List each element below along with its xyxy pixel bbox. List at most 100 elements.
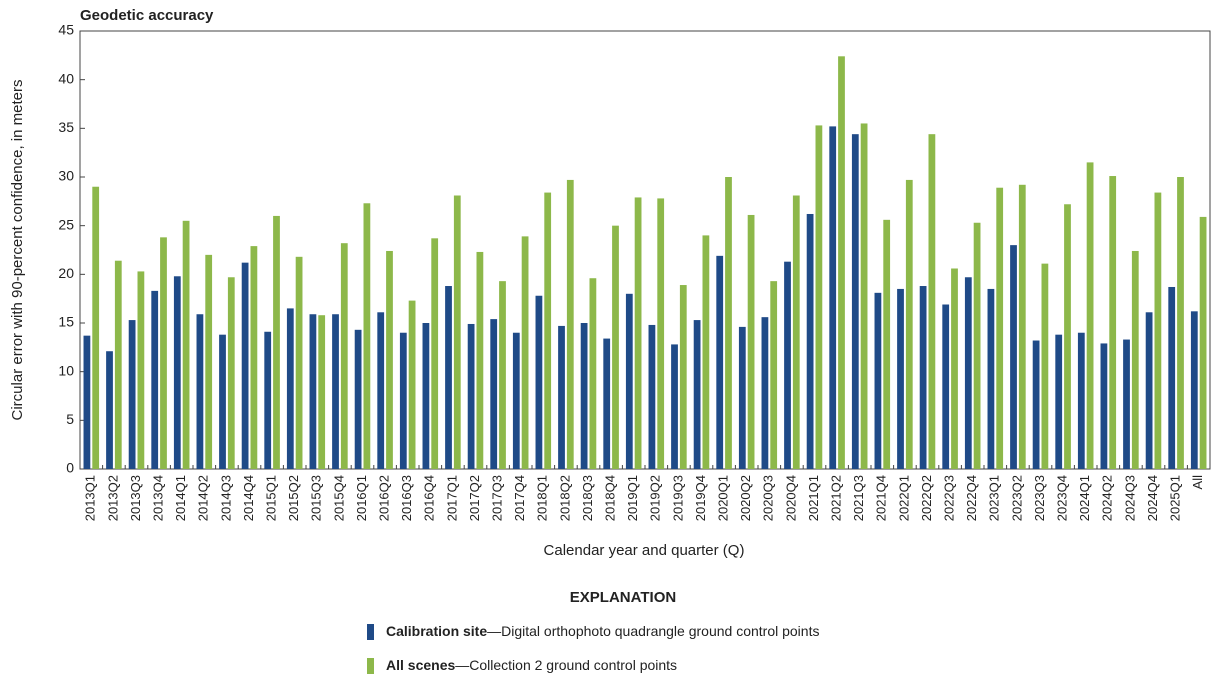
bar <box>114 260 122 469</box>
x-tick-label: 2016Q3 <box>399 475 414 521</box>
x-tick-label: 2019Q2 <box>648 475 663 521</box>
y-axis-label: Circular error with 90-percent confidenc… <box>9 80 26 421</box>
bar <box>422 323 430 469</box>
bar <box>241 262 249 469</box>
bar <box>512 332 520 469</box>
x-tick-label: 2016Q4 <box>422 475 437 521</box>
x-tick-label: 2022Q2 <box>919 475 934 521</box>
bar <box>761 317 769 469</box>
bar <box>490 319 498 469</box>
bar <box>1064 204 1071 469</box>
x-tick-label: 2017Q2 <box>467 475 482 521</box>
bar <box>1055 334 1063 469</box>
y-tick-label: 20 <box>58 265 74 281</box>
bar <box>160 237 167 469</box>
bar <box>1177 177 1184 469</box>
bar <box>1131 250 1139 469</box>
x-tick-label: 2020Q2 <box>738 475 753 521</box>
bar <box>716 255 724 469</box>
bar <box>806 213 814 469</box>
x-tick-label: 2023Q2 <box>1009 475 1024 521</box>
bar <box>399 332 407 469</box>
bar <box>1190 311 1198 469</box>
x-tick-label: 2020Q3 <box>761 475 776 521</box>
bar <box>476 251 484 469</box>
legend-title: EXPLANATION <box>570 589 676 606</box>
y-tick-label: 5 <box>66 411 74 427</box>
bar <box>340 243 348 469</box>
bar <box>860 123 868 469</box>
bar <box>196 314 204 469</box>
bar <box>92 186 100 469</box>
bar <box>702 235 710 469</box>
x-tick-label: 2013Q1 <box>83 475 98 521</box>
x-tick-label: 2018Q3 <box>580 475 595 521</box>
x-tick-label: 2021Q1 <box>806 475 821 521</box>
bar <box>634 197 642 469</box>
bar <box>883 219 891 469</box>
x-tick-label: 2024Q3 <box>1122 475 1137 521</box>
bar <box>499 281 506 469</box>
x-tick-label: 2019Q1 <box>625 475 640 521</box>
bar <box>679 285 687 469</box>
x-tick-label: 2015Q3 <box>309 475 324 521</box>
bar <box>815 125 823 469</box>
x-tick-label: 2018Q1 <box>535 475 550 521</box>
bar <box>951 268 958 469</box>
x-tick-label: 2015Q1 <box>264 475 279 521</box>
bar <box>973 222 981 469</box>
x-tick-label: 2016Q2 <box>377 475 392 521</box>
bar <box>1010 245 1017 469</box>
x-tick-label: 2025Q1 <box>1168 475 1183 521</box>
bar <box>363 203 371 469</box>
bar <box>1199 216 1207 469</box>
bar <box>964 277 972 469</box>
bar <box>408 300 416 469</box>
x-tick-label: 2023Q3 <box>1032 475 1047 521</box>
bar <box>625 293 633 469</box>
bar <box>377 312 385 469</box>
bar <box>386 250 393 469</box>
x-tick-label: 2017Q1 <box>444 475 459 521</box>
bar <box>250 246 258 469</box>
y-tick-label: 40 <box>58 70 74 86</box>
x-tick-label: 2014Q1 <box>173 475 188 521</box>
bar <box>792 195 800 469</box>
x-tick-label: 2017Q3 <box>490 475 505 521</box>
bar <box>1086 162 1094 469</box>
x-tick-label: 2021Q2 <box>829 475 844 521</box>
legend-swatch <box>367 624 374 640</box>
x-tick-label: 2015Q4 <box>331 475 346 521</box>
bar <box>874 292 882 469</box>
x-tick-label: 2022Q3 <box>942 475 957 521</box>
x-tick-label: 2023Q1 <box>987 475 1002 521</box>
x-tick-label: 2024Q2 <box>1100 475 1115 521</box>
bar <box>445 286 452 469</box>
bar <box>693 320 701 469</box>
bar <box>273 215 280 469</box>
x-tick-label: 2024Q1 <box>1077 475 1092 521</box>
bar <box>905 179 913 470</box>
bar <box>1032 340 1040 469</box>
bar <box>106 351 113 469</box>
x-tick-label: 2022Q4 <box>964 475 979 521</box>
bar <box>453 195 461 469</box>
bar <box>1145 312 1153 469</box>
x-tick-label: 2014Q2 <box>196 475 211 521</box>
bar <box>919 286 927 469</box>
bar <box>942 304 950 469</box>
legend-entry: Calibration site—Digital orthophoto quad… <box>386 623 819 639</box>
x-tick-label: 2020Q1 <box>716 475 731 521</box>
legend-description: —Digital orthophoto quadrangle ground co… <box>487 623 819 639</box>
bar <box>987 288 995 469</box>
bar <box>1109 176 1117 469</box>
legend-name: Calibration site <box>386 623 487 639</box>
x-tick-label: 2013Q3 <box>128 475 143 521</box>
bar <box>738 326 746 469</box>
chart-title: Geodetic accuracy <box>80 7 214 24</box>
x-tick-label: 2021Q4 <box>874 475 889 521</box>
bar <box>657 198 665 469</box>
y-tick-label: 10 <box>58 362 74 378</box>
x-tick-label: 2013Q2 <box>105 475 120 521</box>
